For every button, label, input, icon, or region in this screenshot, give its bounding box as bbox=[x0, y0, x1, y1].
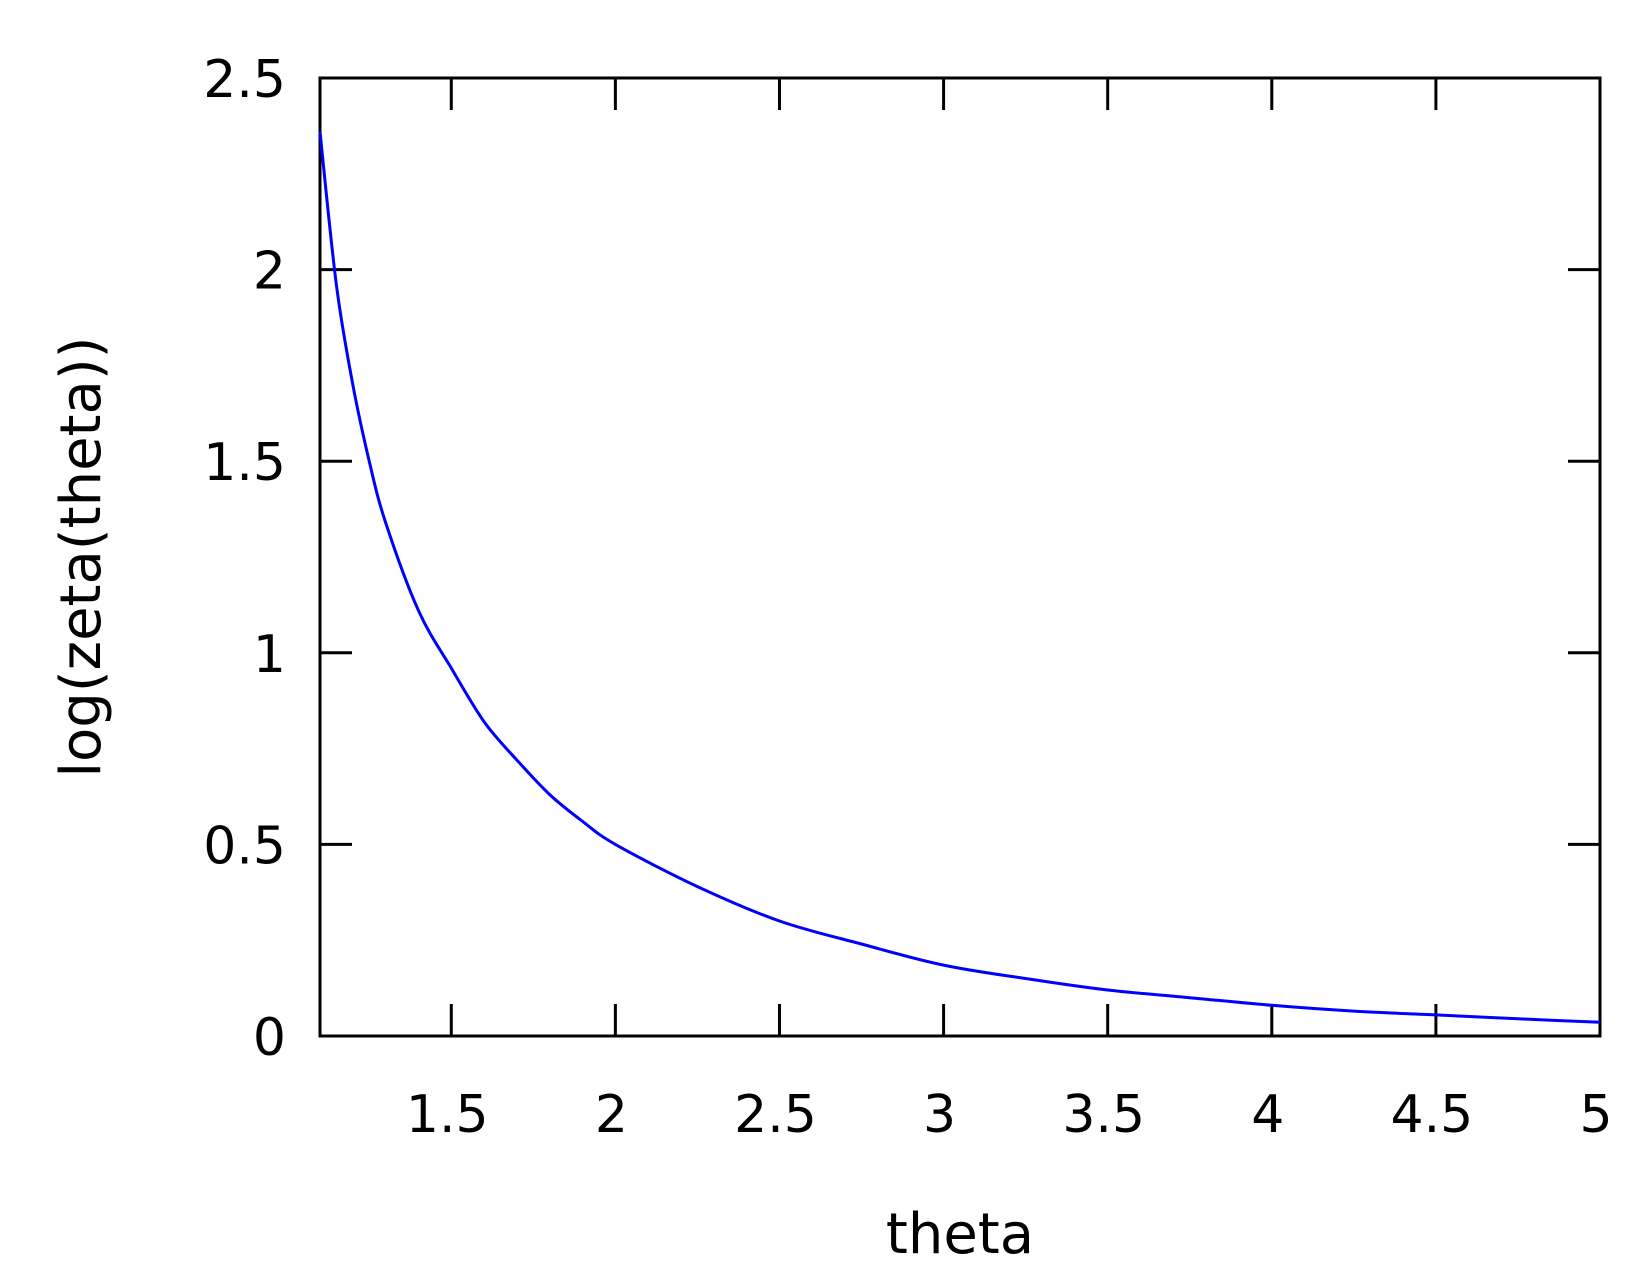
series-line bbox=[318, 131, 1601, 1024]
x-tick-label: 3 bbox=[923, 1085, 956, 1145]
x-tick-label: 4 bbox=[1251, 1085, 1284, 1145]
y-tick-label: 2.5 bbox=[203, 50, 286, 110]
x-ticks: 1.5 2 2.5 3 3.5 4 4.5 5 bbox=[406, 78, 1613, 1145]
y-tick-label: 1.5 bbox=[203, 433, 286, 493]
y-axis-label: log(zeta(theta)) bbox=[49, 336, 114, 777]
y-ticks: 0 0.5 1 1.5 2 2.5 bbox=[203, 50, 1600, 1068]
x-tick-label: 3.5 bbox=[1062, 1085, 1145, 1145]
x-tick-label: 1.5 bbox=[406, 1085, 489, 1145]
x-axis-label: theta bbox=[886, 1202, 1034, 1267]
y-tick-label: 2 bbox=[253, 242, 286, 302]
x-tick-label: 2 bbox=[595, 1085, 628, 1145]
y-tick-label: 0.5 bbox=[203, 816, 286, 876]
x-tick-label: 5 bbox=[1579, 1085, 1612, 1145]
plot-frame bbox=[318, 76, 1602, 1038]
x-tick-label: 4.5 bbox=[1391, 1085, 1474, 1145]
y-tick-label: 0 bbox=[253, 1008, 286, 1068]
series-layer bbox=[318, 131, 1601, 1024]
x-tick-label: 2.5 bbox=[734, 1085, 817, 1145]
y-tick-label: 1 bbox=[253, 625, 286, 685]
